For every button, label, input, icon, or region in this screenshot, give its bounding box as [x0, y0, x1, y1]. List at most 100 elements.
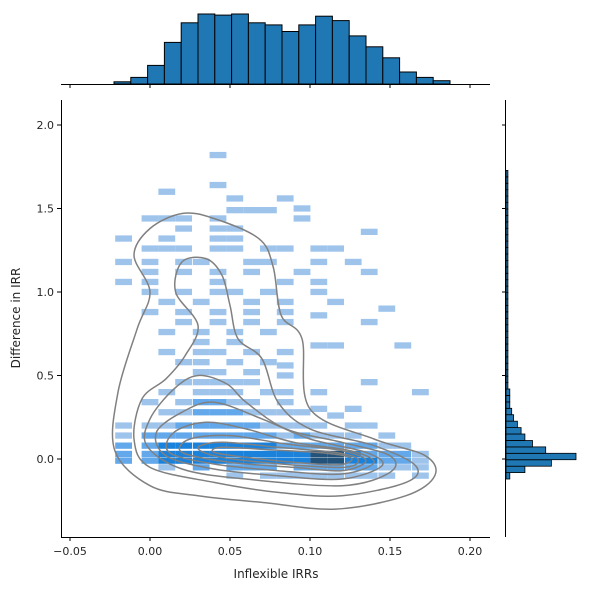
hist2d-cell — [293, 268, 311, 276]
hist2d-cell — [192, 422, 210, 429]
hist2d-cell — [360, 472, 378, 479]
x-tick-label: 0.00 — [138, 545, 163, 558]
hist2d-cell — [175, 318, 192, 326]
hist2d-cell — [141, 422, 159, 429]
hist2d-cell — [209, 225, 227, 232]
hist2d-cell — [310, 258, 328, 266]
hist2d-cell — [276, 457, 294, 464]
hist2d-cell — [192, 464, 210, 471]
hist2d-cell — [412, 472, 429, 479]
hist2d-cell — [226, 288, 244, 296]
hist2d-cell — [260, 288, 277, 296]
hist2d-layer — [115, 151, 429, 479]
hist2d-cell — [226, 195, 244, 202]
marginal-y-bar — [505, 176, 509, 184]
marginal-y-bar — [505, 324, 509, 332]
marginal-y-bar — [505, 169, 509, 178]
hist2d-cell — [260, 422, 277, 429]
hist2d-cell — [192, 389, 210, 396]
hist2d-cell — [310, 278, 328, 286]
hist2d-cell — [243, 432, 260, 439]
hist2d-cell — [310, 342, 328, 349]
marginal-x-bar — [247, 22, 266, 85]
x-tick-label: 0.15 — [378, 545, 403, 558]
y-tick-label: 0.0 — [37, 453, 55, 466]
hist2d-cell — [310, 405, 328, 412]
marginal-y-bar — [505, 446, 547, 454]
hist2d-cell — [158, 389, 176, 396]
marginal-x-bar — [298, 24, 317, 85]
hist2d-cell — [243, 298, 260, 306]
hist2d-cell — [276, 245, 294, 252]
hist2d-cell — [209, 181, 227, 189]
marginal-y-bar — [505, 452, 577, 461]
marginal-x-bar — [214, 14, 233, 85]
hist2d-cell — [327, 472, 344, 479]
hist2d-cell — [276, 432, 294, 439]
hist2d-cell — [209, 308, 227, 316]
marginal-y-bar — [505, 472, 511, 480]
marginal-y-bar — [505, 304, 509, 313]
hist2d-cell — [310, 312, 328, 319]
hist2d-cell — [344, 472, 362, 479]
hist2d-cell — [243, 450, 260, 458]
marginal-x-bar — [415, 76, 434, 85]
hist2d-cell — [175, 268, 192, 276]
hist2d-cell — [175, 432, 192, 439]
hist2d-cell — [175, 308, 192, 316]
hist2d-cell — [344, 405, 362, 412]
marginal-y-bar — [505, 221, 509, 229]
hist2d-cell — [378, 464, 396, 471]
marginal-x-bar — [197, 13, 216, 85]
marginal-y-bar — [505, 337, 509, 345]
x-tick-label: 0.05 — [218, 545, 243, 558]
hist2d-cell — [276, 278, 294, 286]
marginal-y-bar — [505, 330, 509, 339]
y-tick-label: 0.5 — [37, 370, 55, 383]
x-tick-label: 0.20 — [458, 545, 483, 558]
hist2d-cell — [192, 359, 210, 366]
marginal-y-bar — [505, 382, 509, 390]
hist2d-cell — [175, 457, 192, 464]
hist2d-cell — [209, 318, 227, 326]
hist2d-cell — [226, 472, 244, 479]
marginal-y-bar — [505, 279, 509, 287]
hist2d-cell — [192, 457, 210, 464]
marginal-y-bar — [505, 272, 509, 281]
kde-contour — [211, 446, 353, 466]
hist2d-cell — [276, 348, 294, 356]
marginal-y-bar — [505, 317, 509, 326]
kde-contour — [133, 256, 419, 497]
hist2d-cell — [260, 258, 277, 266]
hist2d-cell — [141, 450, 159, 458]
hist2d-cell — [226, 235, 244, 242]
hist2d-cell — [226, 409, 244, 416]
y-tick-label: 2.0 — [37, 119, 55, 132]
y-axis-label: Difference in IRR — [9, 268, 23, 369]
kde-contour — [165, 421, 375, 476]
hist2d-cell — [115, 457, 132, 464]
hist2d-cell — [226, 245, 244, 252]
hist2d-cell — [175, 245, 192, 252]
hist2d-cell — [209, 151, 227, 159]
hist2d-cell — [276, 422, 294, 429]
hist2d-cell — [243, 369, 260, 376]
marginal-y-bar — [505, 440, 533, 448]
hist2d-cell — [192, 399, 210, 406]
hist2d-cell — [327, 457, 344, 464]
hist2d-cell — [394, 450, 412, 458]
hist2d-cell — [360, 268, 378, 276]
hist2d-cell — [360, 442, 378, 449]
marginal-x-bar — [432, 80, 451, 85]
hist2d-cell — [412, 389, 429, 396]
hist2d-cell — [378, 432, 396, 439]
hist2d-cell — [141, 245, 159, 252]
hist2d-cell — [141, 258, 159, 266]
hist2d-cell — [209, 235, 227, 242]
hist2d-cell — [243, 258, 260, 266]
hist2d-cell — [226, 207, 244, 214]
marginal-y-bar — [505, 214, 509, 223]
hist2d-cell — [209, 409, 227, 416]
marginal-y-bar — [505, 195, 509, 203]
hist2d-cell — [412, 457, 429, 464]
